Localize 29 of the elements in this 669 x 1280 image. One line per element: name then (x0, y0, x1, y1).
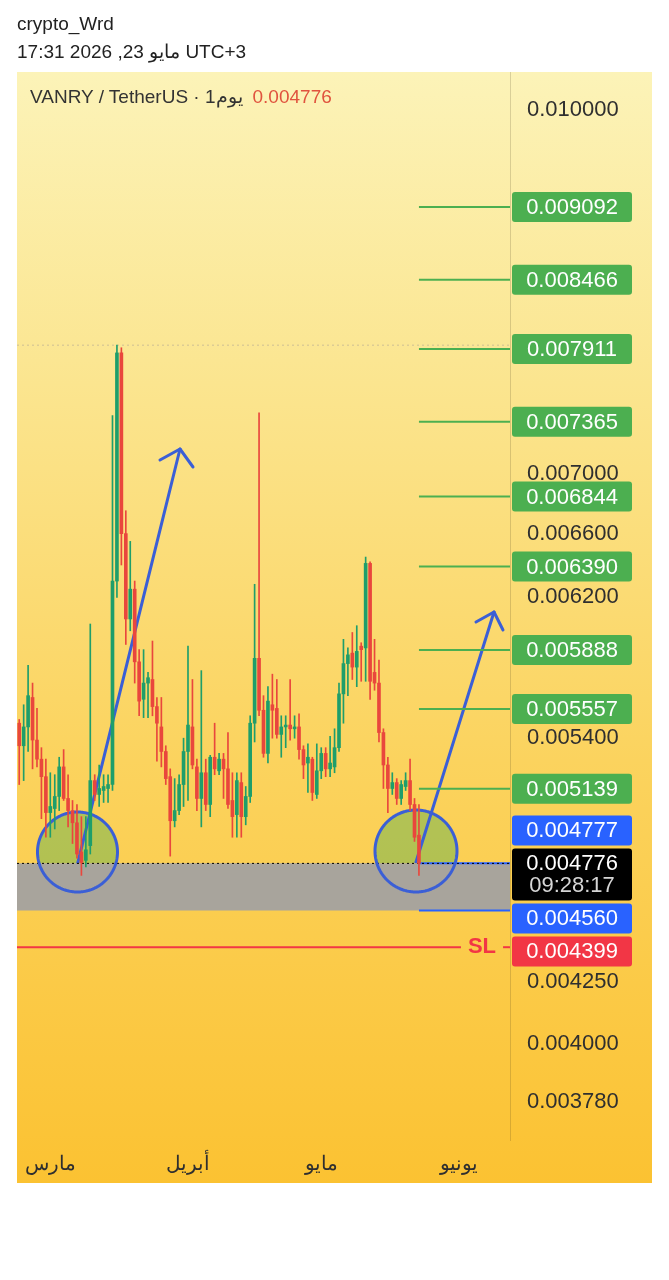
x-tick-label: مارس (24, 1151, 76, 1175)
y-tick-label: 0.006200 (527, 583, 619, 609)
ref-line-label: 0.006844 (526, 483, 618, 509)
ref-line-label: 0.007365 (526, 408, 618, 434)
y-tick-label: 0.010000 (527, 96, 619, 122)
ref-line-label: 0.004560 (526, 905, 618, 931)
ref-line-label: 0.008466 (526, 266, 618, 292)
y-tick-label: 0.003780 (527, 1087, 619, 1113)
x-tick-label: يونيو (438, 1151, 478, 1175)
y-tick-label: 0.004250 (527, 968, 619, 994)
y-tick-label: 0.006600 (527, 519, 619, 545)
y-tick-label: 0.007000 (527, 459, 619, 485)
ref-line-label: 0.005888 (526, 637, 618, 663)
ref-line-label: 0.005557 (526, 696, 618, 722)
ref-line-label: 0.007911 (526, 335, 618, 361)
annotation: SL (467, 933, 497, 959)
ref-line-label: 0.004777 (526, 817, 618, 843)
y-tick-label: 0.004000 (527, 1030, 619, 1056)
ref-line-label: 0.006390 (526, 553, 618, 579)
text: UTC+3 مايو 23, 2026 17:31 (17, 41, 247, 62)
y-tick-label: 0.005400 (527, 724, 619, 750)
x-tick-label: مايو (303, 1151, 338, 1175)
ref-line-label: 0.009092 (526, 194, 618, 220)
text: crypto_Wrd (17, 13, 114, 34)
x-tick-label: أبريل (166, 1148, 210, 1175)
text: 0.004776 (252, 86, 332, 107)
text: VANRY / TetherUS · 1يوم (30, 86, 243, 107)
ref-line-label: 0.005139 (526, 775, 618, 801)
ref-line-label: 0.004399 (526, 938, 618, 964)
